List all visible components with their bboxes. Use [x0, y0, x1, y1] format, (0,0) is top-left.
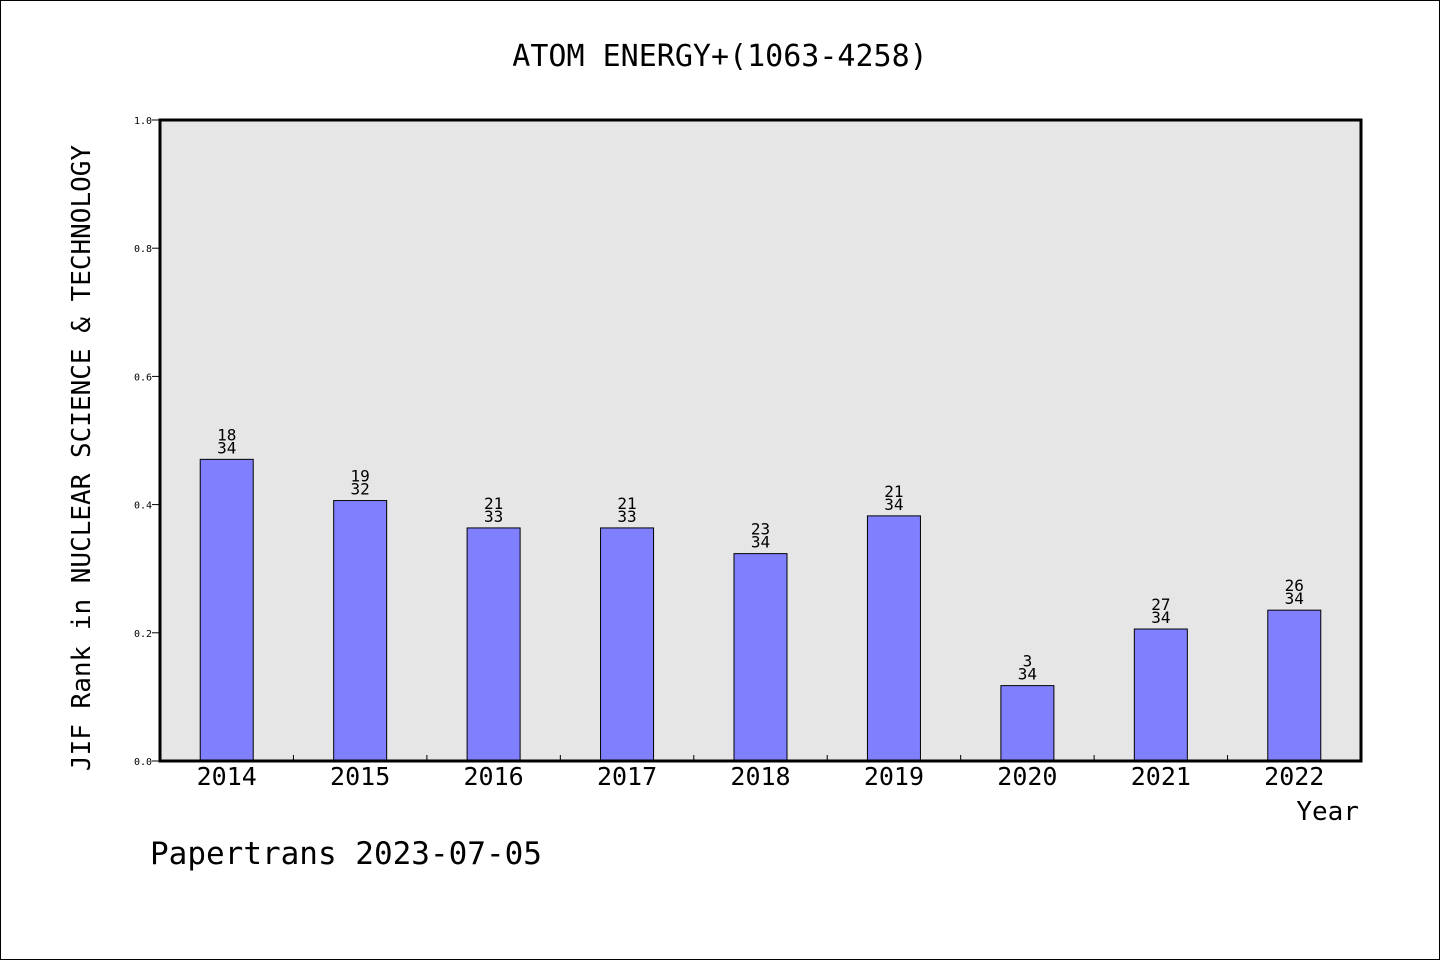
bar-label-total: 34	[217, 438, 236, 457]
plot-border	[158, 118, 1363, 763]
bar-label-rank: 21	[884, 482, 903, 501]
x-tick-label: 2015	[330, 762, 390, 791]
bar	[333, 500, 388, 762]
bar	[600, 527, 655, 762]
bar-label-total: 33	[617, 507, 636, 526]
bar-label-rank: 27	[1151, 595, 1170, 614]
y-tick-label: 0.8	[134, 244, 152, 255]
footer-credit: Papertrans 2023-07-05	[150, 836, 542, 872]
x-tick-label: 2016	[464, 762, 524, 791]
y-tick-label: 1.0	[134, 116, 152, 127]
chart-title: ATOM ENERGY+(1063-4258)	[512, 39, 927, 74]
bar-label-rank: 23	[751, 520, 770, 539]
bar-label-total: 34	[1151, 608, 1170, 627]
y-tick-label: 0.2	[134, 629, 152, 640]
bar-label-rank: 21	[484, 494, 503, 513]
bar-label-total: 32	[351, 480, 370, 499]
bar-label-rank: 26	[1285, 576, 1304, 595]
y-tick-label: 0.4	[134, 501, 152, 512]
bar	[199, 458, 254, 762]
y-tick-label: 0.0	[134, 757, 152, 768]
x-axis-label: Year	[1296, 797, 1359, 827]
x-tick-label: 2020	[997, 762, 1057, 791]
bar	[1267, 609, 1322, 762]
y-tick-label: 0.6	[134, 372, 152, 383]
bar-label-total: 34	[751, 533, 770, 552]
bar-label-rank: 3	[1023, 652, 1033, 671]
bar	[733, 553, 788, 762]
bar-label-rank: 19	[351, 467, 370, 486]
x-tick-label: 2014	[197, 762, 257, 791]
x-tick-label: 2017	[597, 762, 657, 791]
x-tick-label: 2018	[730, 762, 790, 791]
bar-label-rank: 21	[617, 494, 636, 513]
bar-label-total: 34	[1285, 589, 1304, 608]
x-tick-label: 2019	[864, 762, 924, 791]
x-tick-label: 2022	[1264, 762, 1324, 791]
bar-label-rank: 18	[217, 425, 236, 444]
y-axis-ticks: 0.0 0.2 0.4 0.6 0.8 1.0	[134, 116, 160, 768]
bar	[866, 515, 921, 762]
x-tick-label: 2021	[1131, 762, 1191, 791]
x-axis-tick-labels: 2014 2015 2016 2017 2018 2019 2020 2021 2022	[197, 762, 1325, 791]
bars	[199, 458, 1322, 762]
bar	[1133, 628, 1188, 762]
bar-label-total: 34	[1018, 665, 1037, 684]
bar	[1000, 685, 1055, 762]
y-axis-label: JIF Rank in NUCLEAR SCIENCE & TECHNOLOGY	[67, 145, 97, 771]
bar-label-total: 34	[884, 495, 903, 514]
bar	[466, 527, 521, 762]
bar-label-total: 33	[484, 507, 503, 526]
